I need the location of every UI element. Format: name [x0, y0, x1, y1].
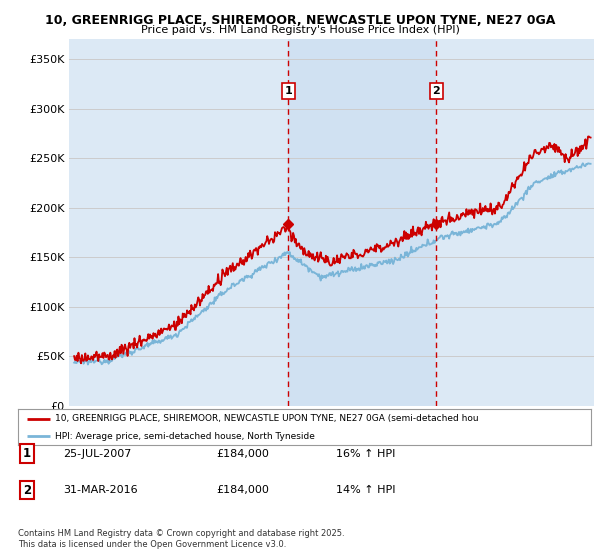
Text: 1: 1	[284, 86, 292, 96]
Text: Price paid vs. HM Land Registry's House Price Index (HPI): Price paid vs. HM Land Registry's House …	[140, 25, 460, 35]
Text: 31-MAR-2016: 31-MAR-2016	[63, 485, 137, 495]
Text: 2: 2	[23, 483, 31, 497]
Text: 25-JUL-2007: 25-JUL-2007	[63, 449, 131, 459]
Text: 1: 1	[23, 447, 31, 460]
Text: £184,000: £184,000	[216, 485, 269, 495]
Text: 16% ↑ HPI: 16% ↑ HPI	[336, 449, 395, 459]
Text: 10, GREENRIGG PLACE, SHIREMOOR, NEWCASTLE UPON TYNE, NE27 0GA (semi-detached hou: 10, GREENRIGG PLACE, SHIREMOOR, NEWCASTL…	[55, 414, 479, 423]
Bar	[288, 39, 436, 406]
Text: Contains HM Land Registry data © Crown copyright and database right 2025.
This d: Contains HM Land Registry data © Crown c…	[18, 529, 344, 549]
Text: 2: 2	[433, 86, 440, 96]
Text: 14% ↑ HPI: 14% ↑ HPI	[336, 485, 395, 495]
Text: 10, GREENRIGG PLACE, SHIREMOOR, NEWCASTLE UPON TYNE, NE27 0GA: 10, GREENRIGG PLACE, SHIREMOOR, NEWCASTL…	[45, 14, 555, 27]
Text: HPI: Average price, semi-detached house, North Tyneside: HPI: Average price, semi-detached house,…	[55, 432, 315, 441]
Text: £184,000: £184,000	[216, 449, 269, 459]
